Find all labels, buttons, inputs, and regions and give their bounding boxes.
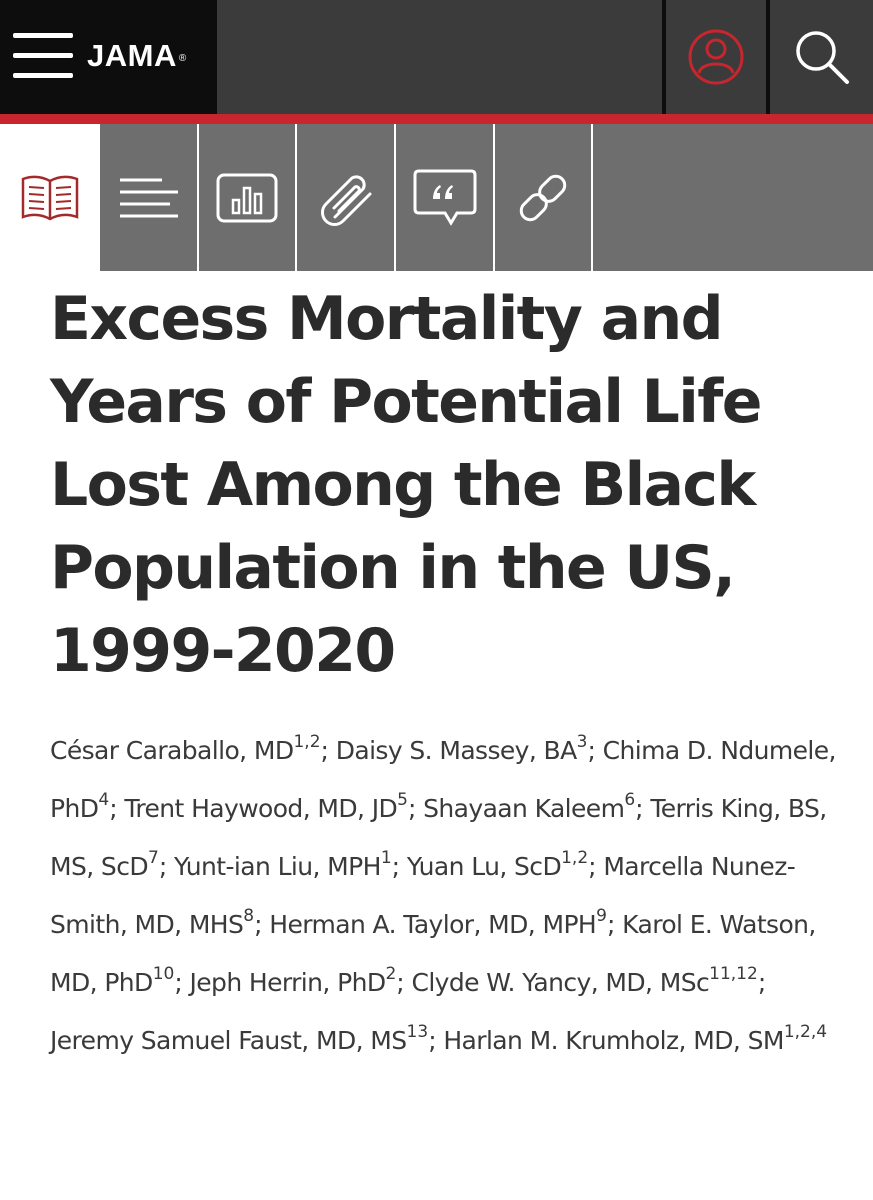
tab-sections[interactable]	[100, 124, 197, 271]
author-link[interactable]: Karol E. Watson, MD, PhD10	[50, 910, 816, 997]
tab-comments[interactable]	[396, 124, 493, 271]
tab-article[interactable]	[0, 124, 100, 271]
accent-rule	[0, 114, 873, 124]
divider	[493, 124, 495, 271]
paperclip-icon	[320, 174, 371, 226]
jama-logo[interactable]: JAMA ®	[87, 38, 187, 73]
text-lines-icon	[119, 178, 178, 217]
divider	[662, 0, 666, 114]
author-link[interactable]: Chima D. Ndumele, PhD4	[50, 736, 836, 823]
author-link[interactable]: Harlan M. Krumholz, MD, SM1,2,4	[443, 1021, 828, 1055]
author-link[interactable]: Yuan Lu, ScD1,2	[406, 847, 589, 881]
search-button[interactable]	[770, 0, 873, 114]
open-book-icon	[21, 175, 79, 220]
account-button[interactable]	[666, 0, 766, 114]
author-list: César Caraballo, MD1,2; Daisy S. Massey,…	[50, 731, 836, 1055]
author-link[interactable]: Shayaan Kaleem6	[423, 789, 636, 823]
divider	[766, 0, 770, 114]
divider	[197, 124, 199, 271]
author-link[interactable]: Daisy S. Massey, BA3	[335, 731, 588, 765]
divider	[394, 124, 396, 271]
brand-block: JAMA ®	[0, 0, 217, 114]
author-link[interactable]: Jeph Herrin, PhD2	[189, 963, 397, 997]
user-account-icon	[688, 29, 744, 85]
divider	[295, 124, 297, 271]
author-link[interactable]: Marcella Nunez-Smith, MD, MHS8	[50, 852, 796, 939]
hamburger-menu-icon[interactable]	[13, 33, 73, 81]
author-link[interactable]: Trent Haywood, MD, JD5	[124, 789, 408, 823]
author-link[interactable]: César Caraballo, MD1,2	[50, 731, 321, 765]
article-title: Excess Mortality and Years of Potential …	[50, 284, 762, 686]
author-link[interactable]: Terris King, BS, MS, ScD7	[50, 794, 827, 881]
top-nav-bar: JAMA ®	[0, 0, 873, 114]
search-icon	[795, 31, 849, 84]
bar-chart-icon	[216, 173, 278, 222]
author-link[interactable]: Herman A. Taylor, MD, MPH9	[269, 905, 607, 939]
author-link[interactable]: Clyde W. Yancy, MD, MSc11,12	[411, 963, 758, 997]
divider	[591, 124, 593, 271]
article-tools-tabs	[0, 124, 873, 271]
tab-supplemental[interactable]	[297, 124, 394, 271]
quote-bubble-icon	[413, 169, 476, 226]
tab-share-link[interactable]	[495, 124, 591, 271]
link-icon	[519, 174, 567, 221]
author-link[interactable]: Yunt-ian Liu, MPH1	[174, 847, 392, 881]
tab-figures[interactable]	[199, 124, 295, 271]
author-link[interactable]: Jeremy Samuel Faust, MD, MS13	[50, 1021, 429, 1055]
